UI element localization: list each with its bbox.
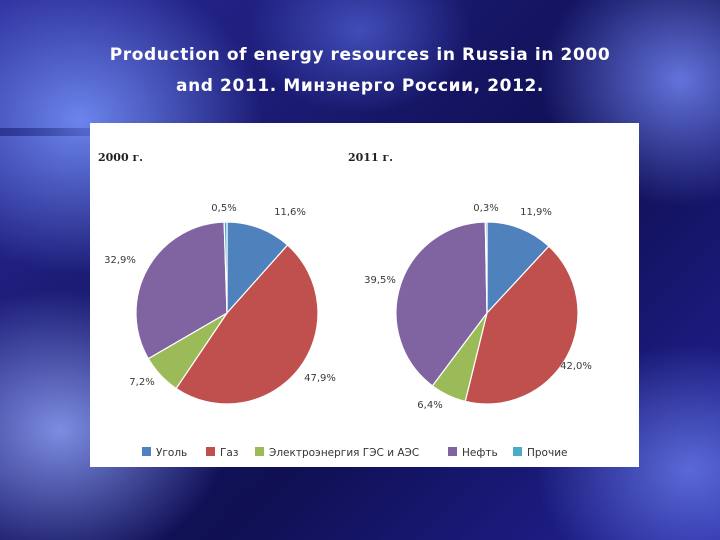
pie-slice <box>175 244 319 405</box>
pie-2000: 11,6% 47,9% 7,2% 32,9% 0,5% <box>104 203 336 405</box>
pie-slice <box>226 221 289 315</box>
chart-legend: Уголь Газ Электроэнергия ГЭС и АЭС Нефть Про… <box>142 447 567 459</box>
slice-data-label: 47,9% <box>304 373 336 384</box>
chart-panel: 2000 г. 2011 г. 11,6% 47,9% 7,2% 32,9% 0,5% … <box>90 123 639 467</box>
slice-data-label: 11,9% <box>520 207 552 218</box>
pie-slice <box>395 221 488 387</box>
pie-slice <box>464 245 579 405</box>
legend-label: Электроэнергия ГЭС и АЭС <box>269 447 419 459</box>
legend-swatch <box>513 447 522 456</box>
legend-label: Газ <box>220 447 238 459</box>
slide-title: Production of energy resources in Russia… <box>40 40 680 102</box>
slice-data-label: 11,6% <box>274 207 306 218</box>
slice-data-label: 0,3% <box>473 203 498 214</box>
slide-title-line-1: Production of energy resources in Russia… <box>109 45 611 65</box>
slice-data-label: 42,0% <box>560 361 592 372</box>
background-streak <box>0 128 130 136</box>
slice-data-label: 0,5% <box>211 203 236 214</box>
slice-data-label: 6,4% <box>417 400 442 411</box>
legend-swatch <box>206 447 215 456</box>
legend-swatch <box>448 447 457 456</box>
legend-label: Уголь <box>156 447 187 459</box>
legend-label: Прочие <box>527 447 567 459</box>
slice-data-label: 39,5% <box>364 275 396 286</box>
pie-charts: 2000 г. 2011 г. 11,6%47,9%7,2%32,9%0,5% … <box>98 151 592 459</box>
slide-title-line-2: and 2011. Минэнерго России, 2012. <box>176 76 544 96</box>
pie-slice <box>484 221 488 314</box>
legend-label: Нефть <box>462 447 498 459</box>
chart-title-2011: 2011 г. <box>348 151 393 164</box>
pie-slice <box>223 221 228 314</box>
slice-data-label: 7,2% <box>129 377 154 388</box>
pie-slice <box>486 221 550 315</box>
legend-swatch <box>142 447 151 456</box>
legend-swatch <box>255 447 264 456</box>
pie-2011: 11,9% 42,0% 6,4% 39,5% 0,3% <box>364 203 592 411</box>
slice-data-label: 32,9% <box>104 255 136 266</box>
pie-slice <box>135 221 228 360</box>
chart-title-2000: 2000 г. <box>98 151 143 164</box>
